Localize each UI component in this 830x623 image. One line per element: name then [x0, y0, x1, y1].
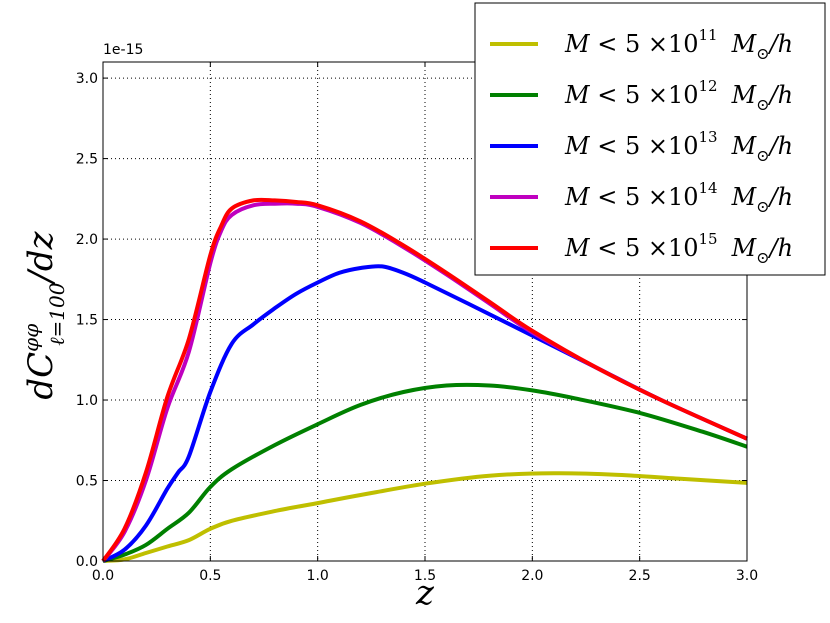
x-tick-label: 1.0 — [307, 568, 329, 584]
legend-label: M < 5 ×1012 M⊙/h — [564, 77, 793, 114]
offset-label: 1e-15 — [103, 42, 143, 58]
y-axis-label-text: dCφφ ℓ=100/dz — [19, 230, 69, 399]
y-tick-label: 3.0 — [76, 71, 98, 87]
y-tick-label: 0.0 — [76, 554, 98, 570]
x-tick-label: 1.5 — [414, 568, 436, 584]
x-tick-label: 2.5 — [629, 568, 651, 584]
series-line-5 — [101, 197, 748, 563]
legend-box — [474, 2, 826, 276]
x-tick-label: 3.0 — [736, 568, 758, 584]
y-axis-label: dCφφ ℓ=100/dz — [19, 230, 69, 399]
legend-label: M < 5 ×1013 M⊙/h — [564, 128, 793, 165]
series-line-3 — [102, 264, 748, 563]
legend: M < 5 ×1011 M⊙/h M < 5 ×1012 M⊙/h M < 5 ×101… — [474, 2, 826, 276]
x-tick-label: 0.0 — [92, 568, 114, 584]
x-tick-label: 0.5 — [199, 568, 221, 584]
series-line-2 — [102, 382, 748, 563]
legend-label: M < 5 ×1011 M⊙/h — [564, 26, 793, 63]
series-lines — [101, 197, 748, 563]
y-tick-label: 2.0 — [76, 232, 98, 248]
legend-label: M < 5 ×1015 M⊙/h — [564, 230, 793, 267]
y-tick-label: 2.5 — [76, 152, 98, 168]
x-axis-label: z — [415, 573, 435, 613]
y-tick-label: 0.5 — [76, 474, 98, 490]
ticks: 0.0 0.5 1.0 1.5 2.0 2.5 3.0 0.0 0.5 1.0 1.5 2.0 2.5 3… — [76, 62, 758, 584]
legend-label: M < 5 ×1014 M⊙/h — [564, 179, 793, 216]
series-line-1 — [102, 471, 748, 563]
y-tick-label: 1.0 — [76, 393, 98, 409]
y-tick-label: 1.5 — [76, 313, 98, 329]
x-tick-label: 2.0 — [521, 568, 543, 584]
